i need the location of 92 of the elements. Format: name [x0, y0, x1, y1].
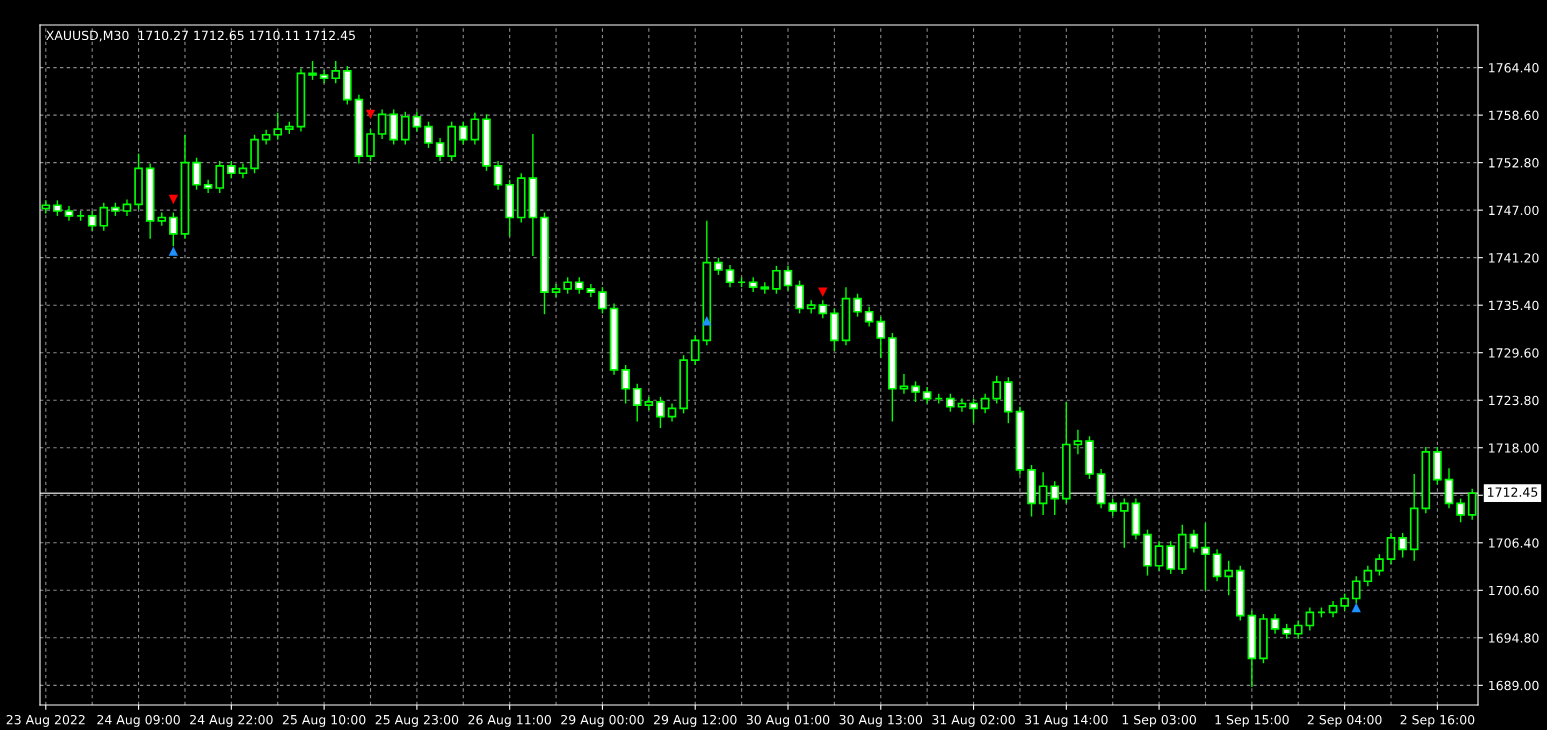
candlestick	[377, 108, 387, 140]
point	[365, 109, 376, 119]
x-tick-label: 2 Sep 16:00	[1400, 714, 1475, 727]
x-tick-label: 23 Aug 2022	[6, 714, 85, 727]
y-tick-label: 1694.80	[1489, 633, 1539, 643]
candlestick	[1189, 528, 1199, 554]
x-tick-label: 25 Aug 23:00	[375, 714, 459, 727]
candlestick	[424, 120, 433, 149]
candlestick	[656, 396, 665, 429]
x-tick-label: 31 Aug 14:00	[1025, 714, 1108, 727]
y-tick-label: 1718.00	[1489, 443, 1539, 453]
candlestick	[899, 373, 909, 395]
x-tick-label: 30 Aug 13:00	[839, 714, 923, 727]
candlestick	[1166, 540, 1175, 575]
x-tick-label: 2 Sep 04:00	[1307, 714, 1382, 727]
candlestick	[1154, 540, 1164, 572]
candlestick	[273, 111, 283, 141]
point	[168, 246, 179, 256]
candlestick	[876, 315, 886, 359]
candlestick	[366, 128, 375, 162]
candlestick	[783, 265, 793, 292]
ref-line-label: 1712.45	[1488, 487, 1538, 497]
y-tick-label: 1741.20	[1489, 253, 1539, 263]
candlestick	[435, 137, 445, 162]
y-tick-label: 1723.80	[1489, 395, 1539, 406]
candlestick	[1305, 606, 1315, 632]
y-tick-label: 1758.60	[1489, 110, 1539, 121]
x-tick-label: 1 Sep 15:00	[1215, 714, 1289, 727]
x-tick-label: 29 Aug 12:00	[653, 714, 737, 727]
x-tick-label: 29 Aug 00:00	[561, 714, 644, 727]
x-tick-label: 24 Aug 22:00	[190, 714, 273, 727]
point	[168, 194, 179, 205]
candlestick	[470, 111, 480, 146]
point	[702, 316, 712, 326]
candlestick	[1456, 497, 1465, 523]
candlestick	[1270, 613, 1280, 635]
candlestick	[169, 211, 178, 247]
candlestick	[308, 60, 317, 81]
candlestick	[1386, 532, 1396, 565]
candlestick	[1363, 565, 1373, 587]
candlestick	[1038, 471, 1048, 516]
candlestick	[992, 374, 1002, 405]
candlestick	[1201, 522, 1210, 591]
candlestick	[493, 160, 503, 191]
candlestick	[1073, 429, 1083, 455]
x-tick-label: 26 Aug 11:00	[468, 714, 551, 727]
candlestick	[192, 157, 201, 191]
candlestick	[632, 383, 642, 423]
y-tick-label: 1747.00	[1489, 205, 1539, 216]
x-tick-label: 24 Aug 09:00	[97, 714, 180, 727]
x-tick-label: 30 Aug 01:00	[746, 714, 830, 727]
candlestick	[1398, 532, 1407, 559]
candlestick	[725, 264, 735, 288]
y-tick-label: 1752.80	[1489, 158, 1539, 168]
y-tick-label: 1735.40	[1489, 300, 1539, 311]
candlestick	[331, 60, 341, 84]
x-tick-label: 31 Aug 02:00	[932, 714, 1015, 727]
candlestick	[980, 392, 990, 415]
candlestick	[690, 334, 700, 366]
y-tick-label: 1729.60	[1489, 348, 1539, 358]
candlestick	[87, 210, 97, 232]
point	[1351, 602, 1361, 613]
candlestick	[1375, 553, 1384, 577]
x-tick-label: 1 Sep 03:00	[1122, 714, 1196, 727]
candlestick	[1050, 480, 1060, 516]
candlestick	[99, 202, 109, 232]
candlestick	[772, 265, 781, 295]
candlestick	[818, 299, 828, 319]
y-tick-label: 1700.60	[1489, 585, 1539, 596]
candlestick	[864, 306, 874, 328]
candlestick	[1224, 560, 1233, 596]
candlestick	[215, 160, 225, 194]
candlestick	[969, 397, 978, 424]
candlestick	[400, 111, 410, 146]
candlestick	[1212, 548, 1222, 582]
y-tick-label: 1706.40	[1489, 538, 1539, 548]
candlestick	[412, 111, 422, 133]
y-tick-label: 1764.40	[1489, 63, 1539, 73]
candlestick	[911, 380, 920, 403]
y-tick-label: 1689.00	[1489, 680, 1539, 691]
candlestick	[1119, 497, 1129, 549]
candlestick	[1444, 467, 1454, 510]
point	[818, 287, 828, 297]
chart-title: XAUUSD,M30 1710.27 1712.65 1710.11 1712.45	[46, 30, 355, 42]
candlestick	[598, 286, 607, 315]
candlestick	[853, 293, 862, 318]
x-tick-label: 25 Aug 10:00	[282, 714, 366, 727]
candlestick	[621, 364, 630, 405]
candlestick	[458, 120, 468, 146]
candlestick	[795, 279, 804, 315]
candlestick	[1293, 619, 1303, 640]
candlestick	[946, 392, 955, 413]
